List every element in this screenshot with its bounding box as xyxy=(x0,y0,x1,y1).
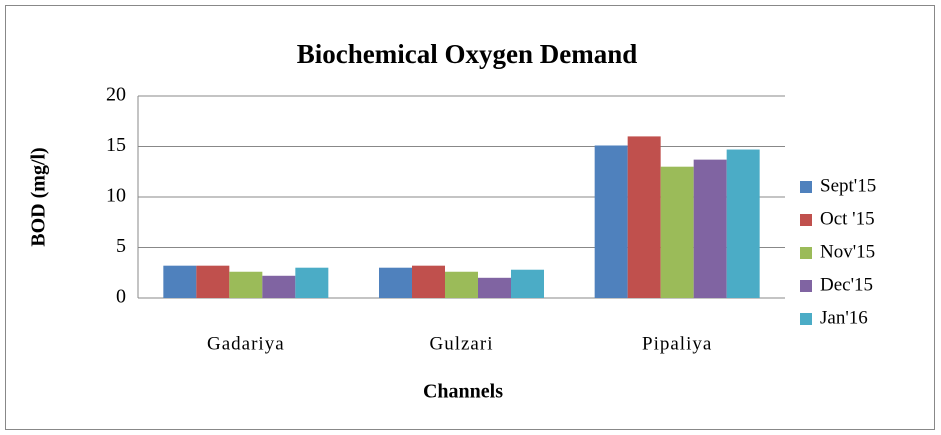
bar xyxy=(163,265,197,298)
legend-label: Sept'15 xyxy=(820,175,876,196)
legend-label: Oct '15 xyxy=(820,208,875,229)
legend-swatch xyxy=(800,214,812,226)
bar xyxy=(445,271,478,298)
bar xyxy=(726,149,760,298)
bar xyxy=(478,277,511,298)
bar xyxy=(229,271,263,298)
bar xyxy=(627,136,661,298)
chart-border xyxy=(5,5,935,430)
x-axis-label: Channels xyxy=(423,381,503,403)
y-tick-label: 0 xyxy=(116,286,126,308)
y-axis-label: BOD (mg/l) xyxy=(28,147,50,246)
legend-label: Nov'15 xyxy=(820,241,875,262)
bar xyxy=(660,166,694,298)
bar xyxy=(412,265,445,298)
legend-label: Jan'16 xyxy=(820,307,868,328)
chart-title: Biochemical Oxygen Demand xyxy=(297,39,637,69)
y-tick-label: 15 xyxy=(106,134,126,156)
bar xyxy=(262,275,296,298)
legend-label: Dec'15 xyxy=(820,274,873,295)
x-tick-label: Gulzari xyxy=(430,333,494,354)
y-tick-label: 20 xyxy=(106,84,126,106)
bar xyxy=(196,265,230,298)
bar xyxy=(594,145,628,298)
x-tick-label: Gadariya xyxy=(207,333,285,354)
legend-swatch xyxy=(800,247,812,259)
legend-swatch xyxy=(800,280,812,292)
legend-swatch xyxy=(800,181,812,193)
bar xyxy=(511,269,544,298)
y-tick-label: 5 xyxy=(116,235,126,257)
y-tick-label: 10 xyxy=(106,185,126,207)
legend-swatch xyxy=(800,313,812,325)
bar xyxy=(693,159,727,298)
x-tick-label: Pipaliya xyxy=(642,333,712,354)
bar xyxy=(295,267,329,298)
bar xyxy=(379,267,412,298)
